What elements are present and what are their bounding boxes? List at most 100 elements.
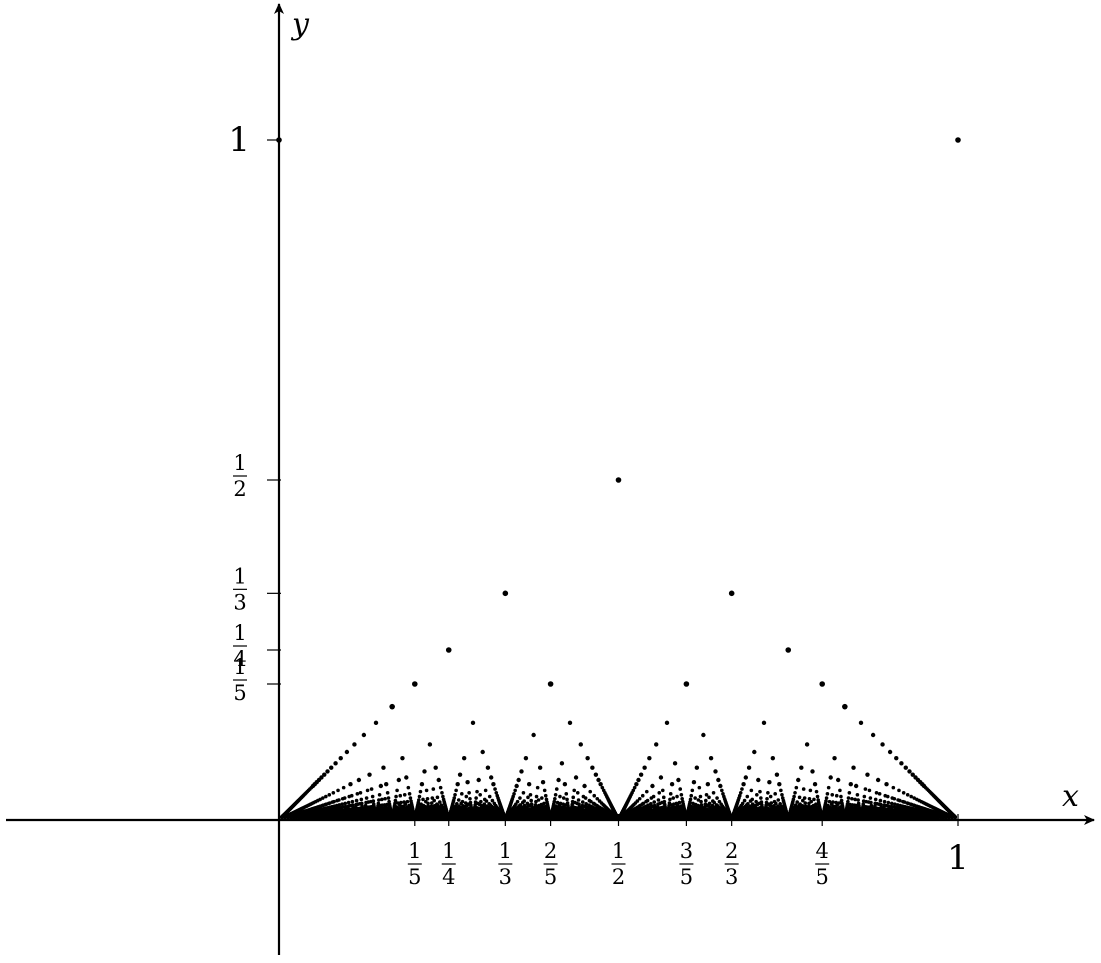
data-point-380 (839, 798, 844, 803)
data-point-53 (642, 765, 647, 770)
data-point-268 (885, 794, 890, 799)
data-point-337 (688, 797, 693, 802)
data-point-228 (855, 793, 860, 797)
data-point-274 (571, 795, 576, 800)
data-point-426 (827, 799, 832, 804)
data-point-167 (779, 788, 783, 793)
data-point-248 (417, 794, 422, 799)
data-point-342 (873, 797, 878, 802)
data-point-329 (421, 797, 425, 802)
data-point-416 (644, 799, 648, 804)
data-point-50 (485, 765, 491, 770)
data-point-275 (661, 795, 666, 800)
data-point-236 (592, 793, 597, 798)
data-point-224 (704, 793, 709, 797)
data-point-86 (516, 777, 521, 783)
data-point-454 (364, 800, 368, 805)
data-point-302 (802, 796, 807, 800)
data-point-123 (514, 783, 519, 789)
data-point-194 (738, 791, 743, 795)
data-point-40 (770, 755, 776, 761)
data-point-382 (898, 798, 902, 803)
data-point-74 (404, 775, 409, 780)
data-point-126 (718, 783, 723, 789)
data-point-214 (327, 793, 332, 797)
data-point-437 (438, 800, 442, 804)
data-point-249 (441, 794, 445, 799)
data-point-135 (632, 785, 637, 790)
data-point-246 (370, 794, 375, 799)
data-point-238 (689, 793, 694, 798)
data-point-83 (396, 777, 402, 783)
data-point-273 (526, 795, 530, 800)
data-point-280 (321, 796, 325, 800)
data-point-413 (589, 799, 593, 804)
data-point-472 (886, 800, 891, 805)
data-point-4 (728, 590, 735, 597)
data-point-68 (593, 772, 599, 777)
data-point-283 (386, 796, 391, 800)
data-point-269 (909, 794, 913, 799)
data-point-25 (578, 742, 583, 747)
data-point-527 (889, 801, 894, 806)
data-point-166 (749, 788, 754, 793)
data-point-297 (693, 796, 697, 800)
data-point-364 (354, 798, 359, 803)
data-point-287 (474, 796, 478, 800)
data-point-333 (565, 797, 569, 802)
data-point-400 (350, 799, 355, 804)
data-point-39 (708, 755, 714, 761)
data-point-11 (389, 703, 395, 710)
data-point-137 (794, 785, 799, 790)
data-point-284 (408, 796, 413, 800)
data-point-19 (361, 732, 367, 738)
data-point-315 (553, 796, 557, 801)
data-point-16 (664, 720, 670, 726)
data-point-35 (461, 755, 467, 761)
data-point-393 (748, 799, 753, 803)
data-point-23 (352, 742, 357, 747)
data-point-327 (359, 797, 364, 802)
data-point-403 (405, 799, 410, 804)
data-point-46 (899, 761, 904, 766)
data-point-305 (868, 796, 873, 800)
data-point-410 (534, 799, 538, 804)
data-point-442 (652, 800, 657, 804)
data-point-266 (839, 794, 843, 799)
data-point-78 (743, 775, 749, 780)
data-point-58 (903, 765, 908, 770)
data-point-160 (572, 788, 577, 793)
data-point-62 (713, 769, 718, 774)
data-point-164 (690, 788, 695, 793)
data-point-459 (520, 800, 525, 805)
data-point-341 (853, 797, 857, 802)
data-point-202 (355, 792, 360, 796)
data-point-295 (649, 796, 654, 800)
data-point-107 (455, 782, 460, 787)
data-point-7 (412, 681, 418, 687)
data-point-365 (393, 798, 398, 803)
data-point-88 (596, 777, 601, 783)
data-point-32 (887, 749, 893, 755)
data-point-3 (502, 590, 509, 597)
data-point-316 (595, 796, 600, 801)
data-point-67 (457, 772, 463, 777)
data-point-90 (676, 777, 681, 783)
data-point-226 (780, 793, 784, 797)
data-point-265 (815, 794, 820, 799)
data-point-310 (340, 796, 345, 801)
data-point-77 (658, 775, 664, 780)
data-point-142 (369, 787, 374, 791)
data-point-304 (846, 796, 851, 800)
data-point-156 (454, 788, 458, 793)
data-point-84 (436, 777, 441, 783)
data-point-89 (636, 777, 641, 783)
data-point-119 (884, 782, 889, 787)
data-point-112 (634, 782, 639, 787)
data-point-65 (322, 772, 327, 777)
data-points (276, 137, 961, 819)
data-point-36 (523, 755, 529, 761)
data-point-71 (865, 772, 870, 777)
data-point-227 (830, 793, 835, 797)
data-point-322 (850, 796, 854, 801)
